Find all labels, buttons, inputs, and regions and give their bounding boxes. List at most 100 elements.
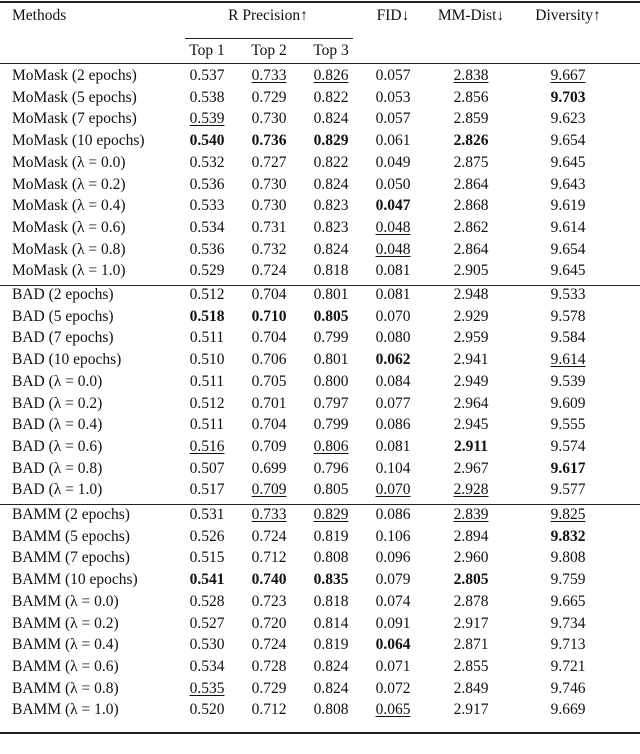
bottom-rule: [0, 732, 640, 734]
cell-top3: 0.824: [313, 657, 349, 675]
cell-mm-dist: 2.805: [453, 571, 489, 589]
cell-fid: 0.049: [375, 153, 411, 171]
cell-diversity: 9.645: [550, 153, 586, 171]
cell-top1: 0.530: [189, 636, 225, 654]
cell-top3: 0.800: [313, 372, 349, 390]
cell-fid: 0.086: [375, 416, 411, 434]
cell-top3: 0.796: [313, 459, 349, 477]
cell-fid: 0.091: [375, 614, 411, 632]
cell-diversity: 9.669: [550, 701, 586, 719]
method-name: BAMM (λ = 0.2): [12, 614, 119, 632]
cell-top3: 0.797: [313, 394, 349, 412]
cell-top3: 0.806: [313, 437, 349, 455]
method-name: MoMask (7 epochs): [12, 110, 137, 128]
method-name: BAD (7 epochs): [12, 329, 114, 347]
method-name: MoMask (10 epochs): [12, 132, 145, 150]
cell-fid: 0.081: [375, 262, 411, 280]
cell-top1: 0.538: [189, 88, 225, 106]
section-rule: [0, 504, 640, 505]
cell-diversity: 9.584: [550, 329, 586, 347]
cell-fid: 0.057: [375, 110, 411, 128]
cell-diversity: 9.617: [550, 459, 586, 477]
cell-top2: 0.724: [251, 262, 287, 280]
method-name: MoMask (λ = 1.0): [12, 262, 126, 280]
cell-mm-dist: 2.917: [453, 701, 489, 719]
cell-top2: 0.712: [251, 701, 287, 719]
cell-mm-dist: 2.967: [453, 459, 489, 477]
cell-fid: 0.070: [375, 307, 411, 325]
header-top2: Top 2: [251, 42, 287, 59]
cell-fid: 0.084: [375, 372, 411, 390]
cell-top3: 0.808: [313, 701, 349, 719]
cell-top3: 0.829: [313, 506, 349, 523]
cell-top2: 0.709: [251, 481, 287, 499]
cell-top3: 0.814: [313, 614, 349, 632]
cell-diversity: 9.643: [550, 175, 586, 193]
cell-top1: 0.511: [189, 329, 225, 347]
cell-top1: 0.535: [189, 679, 225, 697]
cell-top2: 0.724: [251, 527, 287, 545]
method-name: BAD (λ = 0.8): [12, 459, 103, 477]
cell-top3: 0.829: [313, 132, 349, 150]
cell-top1: 0.520: [189, 701, 225, 719]
cell-top1: 0.517: [189, 481, 225, 499]
cell-top2: 0.730: [251, 110, 287, 128]
cell-top1: 0.536: [189, 240, 225, 258]
top-rule: [0, 1, 640, 3]
cell-mm-dist: 2.960: [453, 549, 489, 567]
r-precision-cmidrule: [185, 38, 353, 39]
cell-fid: 0.065: [375, 701, 411, 719]
method-name: MoMask (λ = 0.0): [12, 153, 126, 171]
cell-diversity: 9.808: [550, 549, 586, 567]
cell-top2: 0.704: [251, 286, 287, 303]
cell-mm-dist: 2.868: [453, 197, 489, 215]
cell-fid: 0.074: [375, 592, 411, 610]
cell-top2: 0.710: [251, 307, 287, 325]
cell-top1: 0.518: [189, 307, 225, 325]
cell-diversity: 9.539: [550, 372, 586, 390]
cell-top3: 0.822: [313, 88, 349, 106]
cell-top3: 0.801: [313, 286, 349, 303]
method-name: BAMM (λ = 0.6): [12, 657, 119, 675]
cell-diversity: 9.623: [550, 110, 586, 128]
header-mm-dist: MM-Dist↓: [437, 7, 505, 24]
cell-fid: 0.072: [375, 679, 411, 697]
method-name: MoMask (λ = 0.6): [12, 218, 126, 236]
cell-top1: 0.531: [189, 506, 225, 523]
cell-diversity: 9.654: [550, 132, 586, 150]
method-name: BAD (λ = 0.6): [12, 437, 103, 455]
cell-fid: 0.048: [375, 240, 411, 258]
cell-fid: 0.086: [375, 506, 411, 523]
cell-top2: 0.729: [251, 679, 287, 697]
cell-top1: 0.511: [189, 416, 225, 434]
method-name: BAMM (λ = 0.0): [12, 592, 119, 610]
cell-diversity: 9.734: [550, 614, 586, 632]
cell-diversity: 9.825: [550, 506, 586, 523]
cell-top3: 0.819: [313, 527, 349, 545]
cell-top2: 0.729: [251, 88, 287, 106]
cell-diversity: 9.619: [550, 197, 586, 215]
cell-mm-dist: 2.905: [453, 262, 489, 280]
cell-fid: 0.070: [375, 481, 411, 499]
cell-top1: 0.510: [189, 351, 225, 369]
cell-mm-dist: 2.878: [453, 592, 489, 610]
header-top1: Top 1: [189, 42, 225, 59]
cell-top1: 0.511: [189, 372, 225, 390]
cell-top1: 0.516: [189, 437, 225, 455]
cell-top1: 0.539: [189, 110, 225, 128]
cell-fid: 0.077: [375, 394, 411, 412]
cell-top1: 0.512: [189, 286, 225, 303]
cell-diversity: 9.721: [550, 657, 586, 675]
header-rule: [0, 63, 640, 64]
cell-fid: 0.104: [375, 459, 411, 477]
cell-top2: 0.701: [251, 394, 287, 412]
method-name: BAMM (5 epochs): [12, 527, 130, 545]
cell-top2: 0.723: [251, 592, 287, 610]
cell-mm-dist: 2.864: [453, 175, 489, 193]
cell-top1: 0.528: [189, 592, 225, 610]
cell-top1: 0.541: [189, 571, 225, 589]
cell-fid: 0.096: [375, 549, 411, 567]
cell-fid: 0.079: [375, 571, 411, 589]
cell-fid: 0.106: [375, 527, 411, 545]
cell-mm-dist: 2.826: [453, 132, 489, 150]
